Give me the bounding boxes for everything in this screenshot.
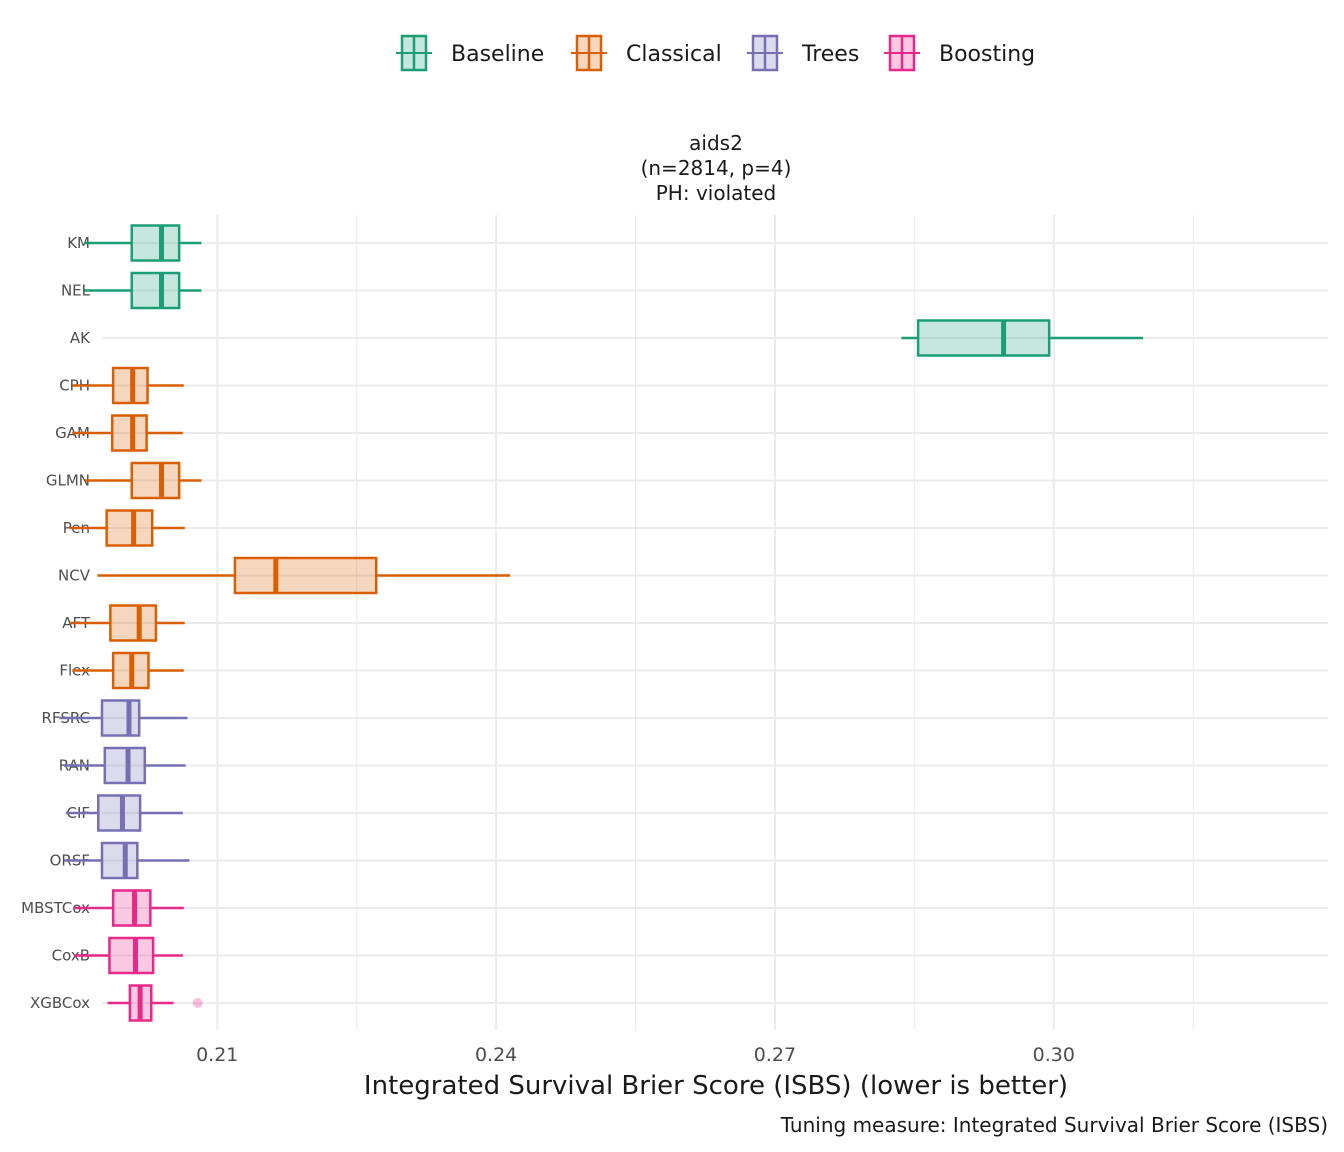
- box-mbstcox: [73, 889, 184, 927]
- outlier-point: [192, 998, 203, 1008]
- y-tick-label: CoxB: [52, 947, 90, 965]
- box-iqr: [105, 509, 154, 547]
- y-tick-label: XGBCox: [30, 994, 90, 1012]
- legend-key-trees: [747, 34, 783, 72]
- legend-label-trees: Trees: [801, 42, 859, 67]
- x-tick-label: 0.21: [196, 1044, 238, 1066]
- box-nel: [84, 271, 202, 310]
- box-ran: [63, 746, 186, 785]
- x-axis-label: Integrated Survival Brier Score (ISBS) (…: [364, 1071, 1068, 1101]
- facet-title-line: (n=2814, p=4): [641, 156, 792, 180]
- box-iqr: [109, 604, 158, 642]
- y-tick-label: GLMN: [46, 472, 90, 490]
- box-iqr: [110, 414, 148, 452]
- y-tick-label: NEL: [61, 282, 91, 300]
- facet-title: aids2(n=2814, p=4)PH: violated: [641, 131, 792, 205]
- legend-label-baseline: Baseline: [451, 42, 544, 67]
- box-flex: [72, 651, 184, 690]
- box-gam: [72, 414, 183, 452]
- box-orsf: [63, 841, 190, 880]
- legend-key-baseline: [396, 34, 432, 72]
- y-axis-ticks: KMNELAKCPHGAMGLMNPenNCVAFTFlexRFSRCRANCI…: [21, 234, 91, 1012]
- x-tick-label: 0.27: [754, 1044, 796, 1066]
- boxes: [59, 224, 1144, 1022]
- box-iqr: [111, 889, 152, 927]
- y-tick-label: AK: [70, 329, 91, 347]
- y-tick-label: KM: [67, 234, 90, 252]
- caption: Tuning measure: Integrated Survival Brie…: [780, 1113, 1328, 1137]
- box-xgbcox: [107, 984, 203, 1022]
- box-coxb: [74, 936, 183, 975]
- x-tick-label: 0.30: [1033, 1044, 1075, 1066]
- box-iqr: [916, 319, 1051, 357]
- facet-title-line: aids2: [689, 131, 743, 155]
- grid: [102, 215, 1328, 1030]
- box-iqr: [97, 794, 142, 832]
- box-glmn: [84, 461, 202, 500]
- box-ncv: [97, 556, 511, 595]
- legend-label-boosting: Boosting: [939, 42, 1035, 67]
- box-ak: [901, 319, 1144, 357]
- box-rfsrc: [59, 699, 188, 737]
- legend: Baseline Classical Trees Boosting: [396, 34, 1035, 72]
- box-iqr: [233, 556, 378, 595]
- y-tick-label: MBSTCox: [21, 899, 90, 917]
- box-iqr: [130, 224, 181, 262]
- box-km: [84, 224, 202, 262]
- box-iqr: [100, 841, 139, 880]
- box-iqr: [108, 936, 155, 975]
- x-tick-label: 0.24: [475, 1044, 517, 1066]
- box-iqr: [103, 746, 147, 785]
- box-iqr: [100, 699, 141, 737]
- box-cph: [72, 366, 184, 405]
- box-cif: [65, 794, 183, 832]
- x-axis-ticks: 0.21 0.24 0.27 0.30: [196, 1044, 1075, 1066]
- legend-label-classical: Classical: [626, 42, 722, 67]
- legend-key-classical: [571, 34, 607, 72]
- legend-key-boosting: [884, 34, 920, 72]
- box-iqr: [130, 271, 181, 310]
- y-tick-label: NCV: [58, 567, 91, 585]
- box-pen: [69, 509, 185, 547]
- box-aft: [70, 604, 185, 642]
- box-iqr: [130, 461, 181, 500]
- facet-title-line: PH: violated: [656, 181, 776, 205]
